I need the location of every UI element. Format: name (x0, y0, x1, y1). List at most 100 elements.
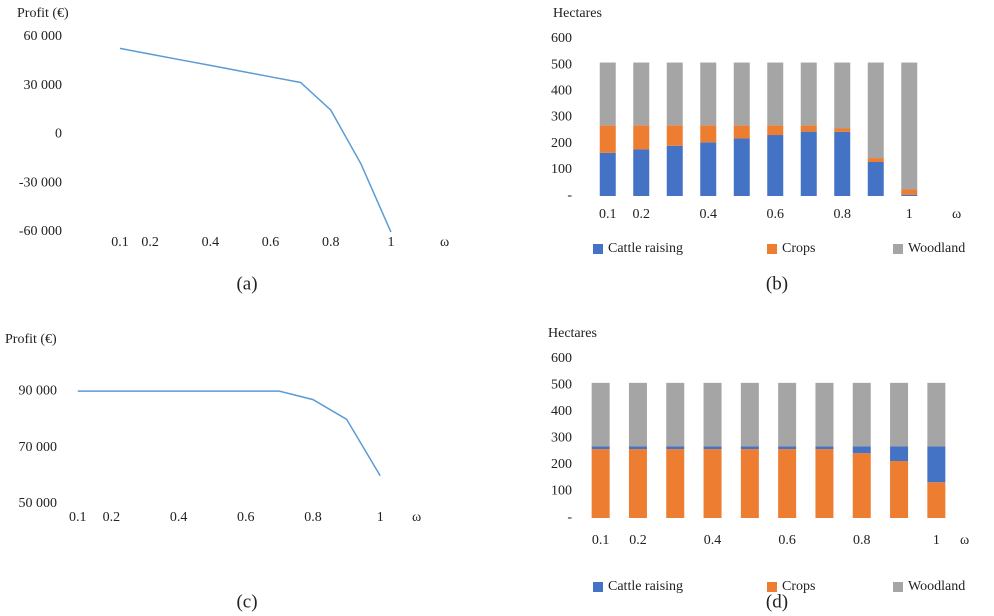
x-tick-label: 0.8 (853, 533, 871, 548)
bar-segment (852, 453, 871, 518)
y-tick-label: 100 (551, 484, 572, 499)
y-tick-label: 50 000 (19, 496, 58, 511)
bar-segment (633, 149, 650, 196)
bar-segment (815, 449, 834, 518)
bar-segment (599, 125, 616, 153)
x-tick-label: 0.8 (322, 235, 340, 250)
x-tick-label: 0.8 (834, 207, 852, 222)
bar-segment (890, 446, 909, 462)
legend-swatch (767, 244, 777, 254)
x-tick-label: 0.4 (202, 235, 220, 250)
bar-segment (703, 446, 722, 450)
legend-swatch (893, 582, 903, 592)
bar-segment (778, 449, 797, 518)
bar-segment (927, 482, 946, 518)
y-tick-label: 0 (55, 127, 62, 142)
x-axis-label: ω (960, 533, 969, 548)
x-tick-label: 0.1 (592, 533, 610, 548)
panel-caption: (b) (766, 273, 788, 294)
x-tick-label: 0.6 (237, 510, 255, 525)
y-tick-label: 300 (551, 110, 572, 125)
bar-segment (927, 382, 946, 447)
bar-segment (800, 125, 817, 132)
bar-segment (628, 449, 647, 518)
bar-segment (666, 62, 683, 126)
y-tick-label: 70 000 (19, 440, 58, 455)
legend-swatch (767, 582, 777, 592)
bar-segment (700, 62, 717, 126)
x-axis-label: ω (440, 235, 449, 250)
y-tick-label: 60 000 (24, 29, 63, 44)
bar-segment (852, 446, 871, 454)
y-tick-label: 200 (551, 136, 572, 151)
x-tick-label: 0.2 (141, 235, 159, 250)
y-tick-label: 600 (551, 351, 572, 366)
bar-segment (867, 62, 884, 159)
bar-segment (901, 189, 918, 195)
x-tick-label: 0.1 (111, 235, 129, 250)
x-tick-label: 0.6 (262, 235, 280, 250)
bar-segment (815, 382, 834, 447)
line (77, 390, 381, 477)
bar-segment (628, 446, 647, 450)
legend-swatch (893, 244, 903, 254)
y-tick-label: 400 (551, 84, 572, 99)
bar-segment (591, 449, 610, 518)
bar-segment (703, 382, 722, 447)
y-tick-label: 200 (551, 457, 572, 472)
bar-segment (591, 446, 610, 450)
bar-segment (901, 62, 918, 190)
bar-segment (633, 62, 650, 126)
y-axis-label: Hectares (553, 6, 602, 21)
y-tick-label: 400 (551, 404, 572, 419)
bar-segment (733, 138, 750, 196)
bar-segment (740, 382, 759, 447)
panel-caption: (d) (766, 591, 788, 612)
legend-swatch (593, 582, 603, 592)
y-tick-label: -30 000 (19, 175, 62, 190)
panel-caption: (c) (236, 591, 257, 612)
x-tick-label: 0.4 (700, 207, 718, 222)
bar-segment (867, 161, 884, 196)
x-tick-label: 0.4 (170, 510, 188, 525)
bar-segment (733, 62, 750, 126)
bar-segment (901, 194, 918, 196)
x-tick-label: 1 (377, 510, 384, 525)
bar-segment (800, 131, 817, 196)
y-tick-label: - (567, 188, 572, 203)
x-tick-label: 0.6 (767, 207, 785, 222)
x-tick-label: 0.1 (69, 510, 87, 525)
bar-segment (800, 62, 817, 126)
bar-segment (867, 158, 884, 162)
bar-segment (890, 461, 909, 518)
bar-segment (628, 382, 647, 447)
bar-segment (834, 131, 851, 196)
y-tick-label: 500 (551, 57, 572, 72)
bar-segment (767, 125, 784, 136)
bar-segment (852, 382, 871, 447)
bar-segment (733, 125, 750, 139)
y-tick-label: 500 (551, 378, 572, 393)
bar-segment (815, 446, 834, 450)
y-tick-label: 90 000 (19, 383, 58, 398)
legend-label: Woodland (908, 579, 965, 594)
bar-segment (666, 382, 685, 447)
bar-segment (599, 152, 616, 196)
bar-segment (666, 145, 683, 196)
bar-segment (666, 449, 685, 518)
bar-segment (599, 62, 616, 126)
legend-label: Crops (782, 579, 815, 594)
y-tick-label: 300 (551, 431, 572, 446)
bar-segment (666, 125, 683, 146)
legend-label: Woodland (908, 241, 965, 256)
x-tick-label: 1 (933, 533, 940, 548)
bar-segment (890, 382, 909, 447)
x-tick-label: 0.6 (778, 533, 796, 548)
y-tick-label: 600 (551, 31, 572, 46)
bar-segment (666, 446, 685, 450)
y-tick-label: 100 (551, 162, 572, 177)
bar-segment (740, 449, 759, 518)
x-tick-label: 1 (387, 235, 394, 250)
x-tick-label: 1 (906, 207, 913, 222)
